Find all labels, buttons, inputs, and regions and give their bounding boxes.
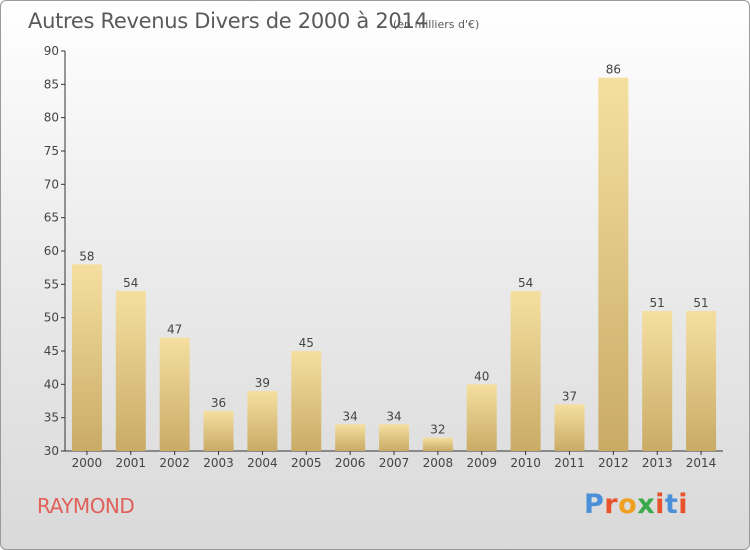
x-tick-label-2004: 2004 (247, 456, 278, 470)
y-tick-label: 65 (44, 211, 59, 225)
bars: 58 54 47 36 39 45 34 34 32 40 54 37 86 51 51 (71, 63, 717, 452)
bar-2007 (379, 424, 409, 451)
value-label-2013: 51 (650, 296, 665, 310)
bar-2002 (159, 337, 190, 451)
chart-title: Autres Revenus Divers de 2000 à 2014 (28, 9, 428, 33)
value-label-2006: 34 (342, 409, 357, 423)
value-label-2009: 40 (474, 369, 489, 383)
y-tick-label: 60 (44, 244, 59, 258)
x-tick-label-2003: 2003 (203, 456, 234, 470)
bar-2001 (115, 291, 146, 451)
y-tick-label: 50 (44, 311, 59, 325)
logo-letter: x (637, 489, 656, 520)
x-tick-label-2009: 2009 (466, 456, 497, 470)
y-tick-label: 80 (44, 111, 59, 125)
bar-2011 (554, 404, 585, 451)
x-tick-label-2005: 2005 (291, 456, 322, 470)
town-name: RAYMOND (37, 494, 135, 518)
x-tick-label-2008: 2008 (423, 456, 454, 470)
y-tick-label: 55 (44, 277, 59, 291)
proxiti-logo: Proxiti (584, 489, 688, 520)
value-label-2012: 86 (606, 63, 621, 77)
x-tick-label-2010: 2010 (510, 456, 541, 470)
value-label-2002: 47 (167, 323, 182, 337)
logo-letter: t (664, 489, 679, 520)
x-tick-label-2001: 2001 (116, 456, 147, 470)
value-label-2001: 54 (123, 276, 138, 290)
bar-2008 (422, 437, 453, 451)
bar-2012 (598, 77, 629, 452)
y-tick-label: 30 (44, 444, 59, 458)
value-label-2003: 36 (211, 396, 226, 410)
x-tick-label-2006: 2006 (335, 456, 366, 470)
y-tick-label: 90 (44, 44, 59, 58)
bar-2009 (466, 384, 497, 451)
x-axis: 2000 2001 2002 2003 2004 2005 2006 2007 2008 2009… (65, 450, 723, 470)
y-axis: 30 35 40 45 50 55 60 65 70 75 80 85 90 (44, 44, 66, 458)
y-tick-label: 75 (44, 144, 59, 158)
x-tick-label-2014: 2014 (686, 456, 717, 470)
y-tick-label: 85 (44, 77, 59, 91)
y-tick-label: 35 (44, 411, 59, 425)
value-label-2004: 39 (255, 376, 270, 390)
value-label-2010: 54 (518, 276, 533, 290)
y-tick-label: 70 (44, 177, 59, 191)
value-label-2008: 32 (430, 423, 445, 437)
logo-letter: r (604, 489, 619, 520)
chart-unit: (en milliers d'€) (393, 18, 480, 31)
value-label-2014: 51 (693, 296, 708, 310)
bar-2003 (203, 411, 234, 451)
value-label-2011: 37 (562, 389, 577, 403)
logo-letter: o (618, 489, 638, 520)
value-label-2000: 58 (79, 249, 94, 263)
x-tick-label-2007: 2007 (379, 456, 410, 470)
x-tick-label-2002: 2002 (159, 456, 190, 470)
bar-2004 (247, 391, 278, 451)
bar-2013 (642, 311, 673, 451)
value-label-2005: 45 (299, 336, 314, 350)
x-tick-label-2013: 2013 (642, 456, 673, 470)
bar-2000 (71, 264, 102, 451)
logo-letter: i (678, 489, 689, 520)
x-tick-label-2012: 2012 (598, 456, 629, 470)
value-label-2007: 34 (386, 409, 401, 423)
logo-letter: P (584, 489, 605, 520)
x-tick-label-2011: 2011 (554, 456, 585, 470)
bar-2005 (291, 351, 322, 451)
y-tick-label: 45 (44, 344, 59, 358)
x-tick-label-2000: 2000 (72, 456, 103, 470)
logo-letter: i (655, 489, 665, 520)
bar-2014 (686, 311, 717, 451)
bar-2006 (335, 424, 366, 451)
bar-2010 (510, 291, 541, 451)
y-tick-label: 40 (44, 377, 59, 391)
